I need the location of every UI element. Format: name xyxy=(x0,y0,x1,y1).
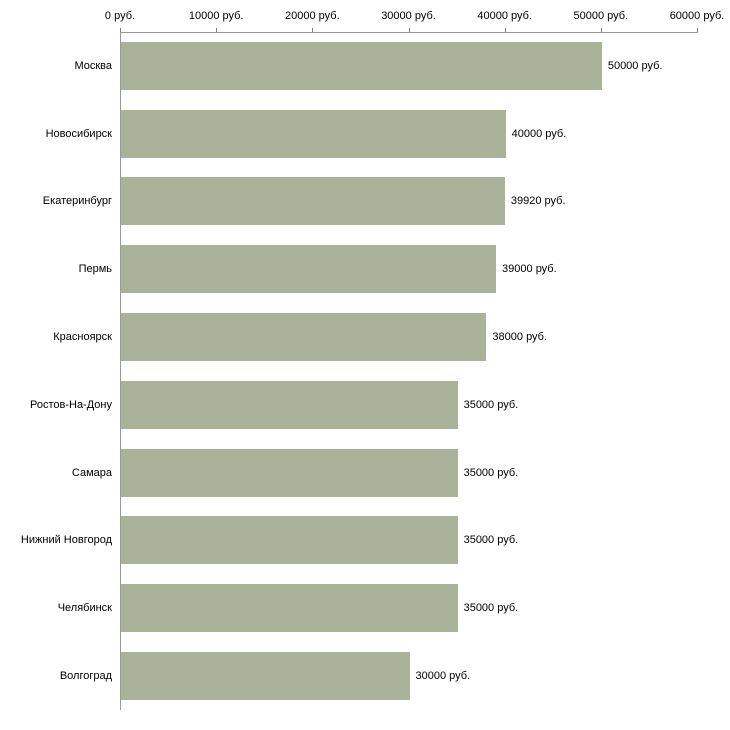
y-axis-line xyxy=(120,32,121,710)
category-label: Пермь xyxy=(78,263,112,276)
value-label: 50000 руб. xyxy=(607,59,663,72)
x-tick-mark xyxy=(504,28,506,32)
category-label: Новосибирск xyxy=(45,127,112,140)
bar xyxy=(121,41,602,90)
x-tick-mark xyxy=(697,28,698,32)
bar-row: Нижний Новгород 35000 руб. xyxy=(0,507,730,575)
category-label: Челябинск xyxy=(57,602,112,615)
category-label: Самара xyxy=(71,466,112,479)
x-tick-label: 40000 руб. xyxy=(477,10,532,22)
value-label: 35000 руб. xyxy=(463,534,519,547)
value-label: 35000 руб. xyxy=(463,398,519,411)
x-tick-label: 0 руб. xyxy=(104,10,136,22)
x-axis-line xyxy=(120,32,698,33)
bar xyxy=(121,652,410,701)
bar-row: Пермь 39000 руб. xyxy=(0,235,730,303)
value-label: 30000 руб. xyxy=(415,670,471,683)
x-tick-mark xyxy=(600,28,602,32)
x-tick-mark xyxy=(120,28,121,32)
bar xyxy=(121,245,497,294)
category-label: Ростов-На-Дону xyxy=(29,398,112,411)
value-label: 35000 руб. xyxy=(463,602,519,615)
bar-row: Челябинск 35000 руб. xyxy=(0,574,730,642)
bar xyxy=(121,448,458,497)
bar xyxy=(121,516,458,565)
x-tick-label: 60000 руб. xyxy=(669,10,725,22)
bar xyxy=(121,584,458,633)
value-label: 39000 руб. xyxy=(502,263,557,276)
x-tick-label: 50000 руб. xyxy=(573,10,629,22)
category-label: Красноярск xyxy=(53,331,112,344)
x-tick-label: 30000 руб. xyxy=(381,10,436,22)
value-label: 39920 руб. xyxy=(510,195,566,208)
bar-row: Новосибирск 40000 руб. xyxy=(0,100,730,168)
x-tick-label: 20000 руб. xyxy=(285,10,340,22)
x-tick-mark xyxy=(312,28,314,32)
value-label: 40000 руб. xyxy=(511,127,567,140)
category-label: Москва xyxy=(74,59,112,72)
bar-row: Ростов-На-Дону 35000 руб. xyxy=(0,371,730,439)
bar-row: Самара 35000 руб. xyxy=(0,439,730,507)
bar xyxy=(121,109,506,158)
bar xyxy=(121,313,487,362)
category-label: Волгоград xyxy=(59,670,112,683)
x-tick-mark xyxy=(216,28,218,32)
x-tick-mark xyxy=(408,28,410,32)
bar-row: Красноярск 38000 руб. xyxy=(0,303,730,371)
value-label: 35000 руб. xyxy=(463,466,519,479)
bar-row: Екатеринбург 39920 руб. xyxy=(0,168,730,236)
bar-row: Москва 50000 руб. xyxy=(0,32,730,100)
x-tick-label: 10000 руб. xyxy=(188,10,244,22)
category-label: Екатеринбург xyxy=(42,195,112,208)
bar xyxy=(121,177,505,226)
bar-row: Волгоград 30000 руб. xyxy=(0,642,730,710)
value-label: 38000 руб. xyxy=(492,331,548,344)
bar xyxy=(121,380,458,429)
category-label: Нижний Новгород xyxy=(20,534,112,547)
